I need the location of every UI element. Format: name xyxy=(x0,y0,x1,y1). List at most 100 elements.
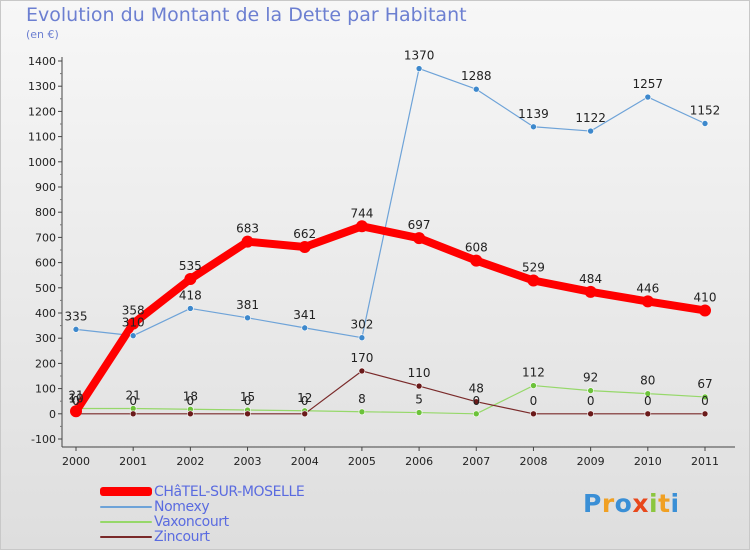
data-label: 1122 xyxy=(575,111,606,125)
data-label: 0 xyxy=(587,394,595,408)
data-point xyxy=(413,232,426,245)
data-point xyxy=(701,410,709,418)
x-tick-label: 2009 xyxy=(577,455,605,468)
chart-legend: CHâTEL-SUR-MOSELLE Nomexy Vaxoncourt Zincou… xyxy=(100,484,305,545)
data-label: 170 xyxy=(350,351,373,365)
chart-title: Evolution du Montant de la Dette par Hab… xyxy=(26,4,467,26)
series-line-vaxoncourt xyxy=(75,384,706,415)
y-tick-label: 400 xyxy=(35,307,56,320)
data-label: 335 xyxy=(65,309,88,323)
data-label: 446 xyxy=(636,281,659,295)
data-point xyxy=(129,332,137,339)
data-label: 410 xyxy=(694,290,717,304)
x-tick-label: 2006 xyxy=(405,455,433,468)
data-point xyxy=(530,410,537,418)
data-point xyxy=(72,326,80,333)
proxiti-logo: Proxiti xyxy=(583,489,680,518)
data-label: 0 xyxy=(244,394,252,408)
data-point xyxy=(184,272,197,285)
data-label: 1139 xyxy=(518,107,549,121)
legend-label: Zincourt xyxy=(154,528,210,545)
data-label: 21 xyxy=(126,389,141,403)
data-label: 5 xyxy=(415,393,423,407)
data-label: 744 xyxy=(350,206,373,220)
data-point xyxy=(644,93,652,101)
data-label: 10 xyxy=(68,391,83,405)
y-tick-label: 1100 xyxy=(28,131,56,144)
data-label: 112 xyxy=(522,366,545,380)
chart-subtitle: (en €) xyxy=(26,28,59,41)
data-point xyxy=(470,254,483,267)
legend-item: CHâTEL-SUR-MOSELLE xyxy=(100,484,305,500)
data-point xyxy=(587,387,594,394)
x-tick-label: 2003 xyxy=(234,455,262,468)
y-tick-label: 200 xyxy=(35,357,56,370)
y-tick-label: 1300 xyxy=(28,80,56,93)
data-point xyxy=(415,409,423,416)
x-tick-label: 2005 xyxy=(348,455,376,468)
data-point xyxy=(301,324,309,332)
data-label: 12 xyxy=(297,391,312,405)
data-point xyxy=(129,410,137,418)
series-line-ch-tel-sur-moselle xyxy=(72,222,709,416)
y-tick-label: 300 xyxy=(35,332,56,345)
y-tick-label: 0 xyxy=(49,408,56,421)
data-point xyxy=(699,304,711,317)
data-label: 67 xyxy=(697,377,712,391)
data-point xyxy=(641,295,654,308)
data-point xyxy=(70,405,82,418)
data-point xyxy=(298,240,311,253)
data-point xyxy=(587,127,594,135)
series-line-zincourt xyxy=(75,370,706,415)
y-tick-label: 800 xyxy=(35,206,56,219)
data-label: 484 xyxy=(579,272,602,286)
data-point xyxy=(530,382,537,389)
legend-item: Vaxoncourt xyxy=(100,514,304,530)
legend-swatch xyxy=(100,535,152,538)
y-tick-label: 900 xyxy=(35,181,56,194)
data-label: 92 xyxy=(583,371,598,385)
data-point xyxy=(358,334,366,341)
data-label: 110 xyxy=(408,366,431,380)
data-label: 1257 xyxy=(633,77,664,91)
data-point xyxy=(644,390,652,397)
data-label: 80 xyxy=(640,374,655,388)
legend-item: Zincourt xyxy=(100,528,304,545)
data-label: 48 xyxy=(469,382,484,396)
y-tick-label: -100 xyxy=(31,433,56,446)
y-tick-label: 600 xyxy=(35,257,56,270)
x-tick-label: 2001 xyxy=(119,455,147,468)
data-label: 0 xyxy=(301,394,309,408)
data-point xyxy=(244,314,251,322)
x-tick-label: 2002 xyxy=(176,455,204,468)
legend-item: Nomexy xyxy=(100,499,304,515)
data-label: 535 xyxy=(179,259,202,273)
data-point xyxy=(355,220,368,233)
y-tick-label: 700 xyxy=(35,231,56,244)
data-label: 0 xyxy=(530,394,538,408)
data-label: 0 xyxy=(129,394,137,408)
data-point xyxy=(701,120,709,127)
data-label: 18 xyxy=(183,389,198,403)
x-tick-label: 2010 xyxy=(634,455,662,468)
data-point xyxy=(415,65,423,72)
data-label: 15 xyxy=(240,390,255,404)
data-label: 1370 xyxy=(404,49,435,63)
data-label: 418 xyxy=(179,288,202,302)
data-label: 302 xyxy=(350,318,373,332)
data-label: 697 xyxy=(408,218,431,232)
data-label: 310 xyxy=(122,316,145,330)
data-point xyxy=(415,382,423,390)
data-point xyxy=(587,410,594,418)
data-point xyxy=(244,410,251,418)
series-line-nomexy xyxy=(75,67,706,339)
data-label: 0 xyxy=(701,394,709,408)
legend-swatch xyxy=(100,505,152,508)
data-label: 21 xyxy=(68,389,83,403)
legend-swatch xyxy=(100,520,152,523)
data-point xyxy=(358,367,366,375)
data-point xyxy=(472,398,480,406)
data-point xyxy=(127,317,140,330)
data-point xyxy=(527,274,540,287)
